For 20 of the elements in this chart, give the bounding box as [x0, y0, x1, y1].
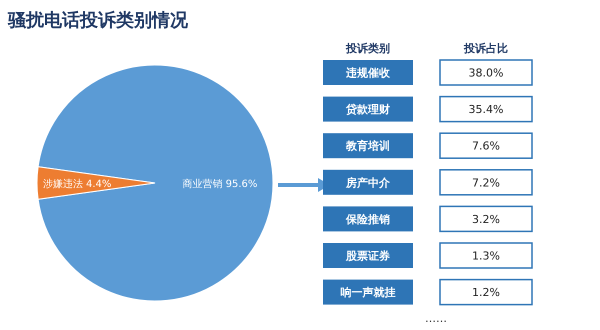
category-label: 响一声就挂 [340, 286, 396, 300]
data-label: 35.4% [468, 103, 504, 116]
data-label: 7.6% [472, 140, 500, 153]
text: 投诉占比 [463, 42, 508, 55]
data-label: 1.3% [472, 250, 500, 262]
category-label: 保险推销 [345, 212, 390, 226]
category-label: 房产中介 [345, 176, 391, 190]
category-label: 股票证券 [345, 250, 391, 262]
category-label: 教育培训 [345, 140, 390, 153]
text: 投诉类别 [345, 42, 390, 55]
category-label: 违规催收 [345, 66, 391, 80]
slice-label: 涉嫌违法 4.4% [42, 178, 112, 190]
data-label: 38.0% [468, 66, 504, 80]
data-label: 7.2% [472, 176, 500, 190]
slice-label: 商业营销 95.6% [182, 178, 258, 190]
data-label: 3.2% [472, 212, 500, 226]
category-label: 贷款理财 [345, 103, 390, 116]
text: …… [425, 312, 447, 325]
data-label: 1.2% [472, 286, 500, 300]
chart-title: 骚扰电话投诉类别情况 [7, 10, 189, 31]
